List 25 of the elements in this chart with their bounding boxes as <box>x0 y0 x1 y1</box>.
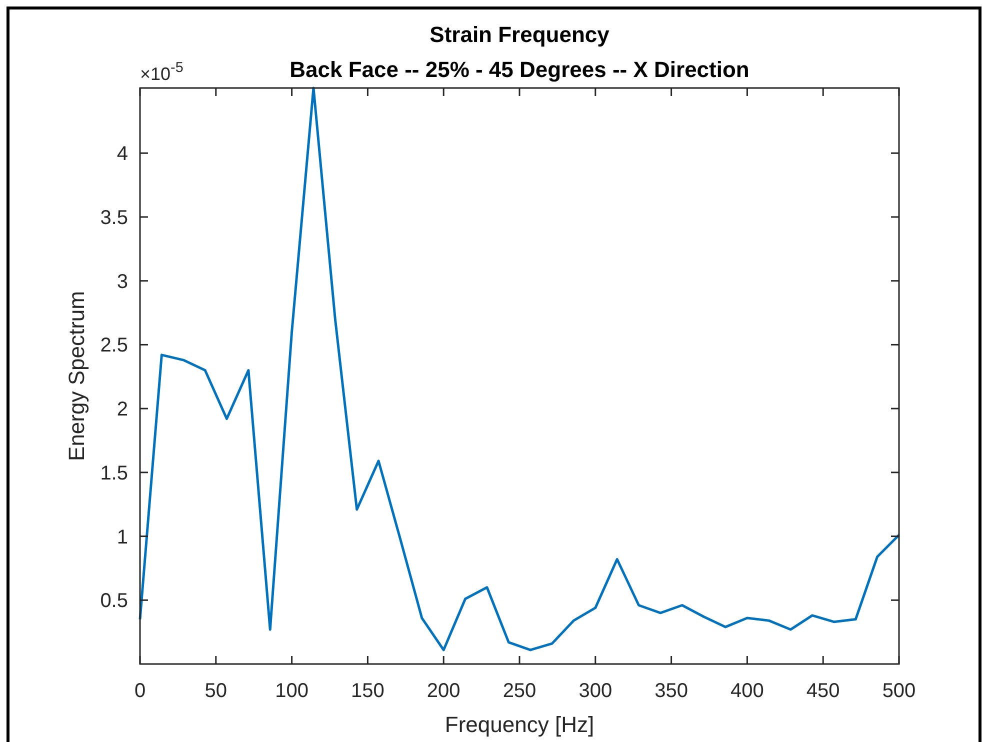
x-tick-label: 100 <box>275 680 308 702</box>
line-series <box>138 86 900 652</box>
y-tick-label: 1.5 <box>100 462 128 484</box>
x-tick-label: 200 <box>426 680 460 702</box>
y-tick-label: 2.5 <box>100 334 128 357</box>
x-tick-label: 450 <box>806 680 840 702</box>
x-tick-label: 300 <box>578 680 612 702</box>
y-tick-label: 0.5 <box>100 590 128 612</box>
x-tick-label: 400 <box>730 680 764 702</box>
x-tick-label: 150 <box>351 680 384 702</box>
y-tick-label: 2 <box>116 398 128 421</box>
chart-title: Strain Frequency <box>430 22 610 47</box>
y-tick-label: 4 <box>116 143 128 166</box>
x-tick-label: 500 <box>882 680 916 702</box>
y-tick-label: 3 <box>116 270 128 293</box>
x-axis-title: Frequency [Hz] <box>444 712 594 737</box>
y-tick-label: 1 <box>116 526 128 548</box>
x-tick-label: 50 <box>204 680 228 702</box>
text: ×10$^{-5}$ <box>140 60 184 84</box>
x-tick-label: 250 <box>502 680 536 702</box>
x-tick-label: 0 <box>134 680 146 702</box>
x-tick-label: 350 <box>654 680 688 702</box>
y-axis-title: Energy Spectrum <box>64 291 89 461</box>
chart-subtitle: Back Face -- 25% - 45 Degrees -- X Direction <box>290 57 750 82</box>
y-tick-label: 3.5 <box>100 206 128 229</box>
